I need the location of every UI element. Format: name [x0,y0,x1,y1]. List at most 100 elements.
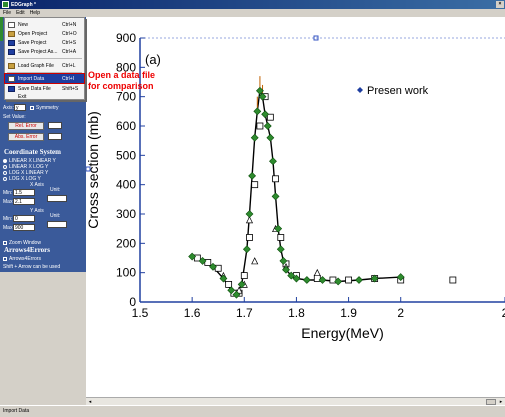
data-point-diamond [279,257,288,265]
menu-item-save-data-file[interactable]: Save Data File Shift+S [5,84,84,93]
rel-error-field[interactable] [48,122,62,129]
data-point-square [277,234,285,241]
x-min-field[interactable]: 1.5 [13,189,35,196]
menu-bar: File Edit Help [0,9,505,17]
y-tick-label: 900 [116,31,136,45]
close-icon[interactable]: × [496,1,504,8]
y-tick-label: 700 [116,90,136,104]
menu-edit[interactable]: Edit [16,10,25,16]
data-point-triangle [313,268,321,277]
app-icon [2,1,9,8]
callout-line-2: for comparison [88,81,154,91]
x-axis-group-label: X Axis [30,182,44,188]
scroll-thumb[interactable] [486,399,496,405]
coord-option-linx-logy[interactable]: LINEAR X LOG Y [3,164,48,170]
menu-item-save-project[interactable]: Save Project Ctrl+S [5,38,84,47]
window-title: EDGraph * [11,1,37,8]
axis-label: Axis: [3,105,14,111]
axis-select[interactable]: y [14,104,26,111]
menu-item-new[interactable]: New Ctrl+N [5,20,84,29]
coord-option-logx-logy[interactable]: LOG X LOG Y [3,176,41,182]
data-point-triangle [235,286,243,294]
y-axis-title: Cross section (mb) [86,111,101,228]
symmetry-check-box[interactable] [30,105,34,110]
arrows-heading: Arrows4Errors [4,246,51,254]
arrows-checkbox[interactable]: Arrows4Errors [3,256,41,262]
data-point-square [251,181,259,189]
radio-icon[interactable] [3,176,7,181]
data-point-diamond [271,192,280,201]
symmetry-checkbox[interactable]: Symmetry [30,105,59,111]
radio-icon[interactable] [3,170,7,175]
x-unit-select[interactable] [47,195,67,202]
data-point-diamond [237,280,246,289]
rel-error-button[interactable]: Rel. Error [8,122,44,130]
plot-area[interactable]: 0 100 200 300 400 500 600 700 800 900 1.5 1.6 1.7 1.8… [85,17,505,397]
scroll-left-icon[interactable]: ◂ [88,399,92,405]
x-unit-label: Unit: [50,187,61,193]
callout-annotation: Open a data file for comparison [88,70,155,92]
menu-item-save-project-as[interactable]: Save Project As... Ctrl+A [5,47,84,56]
data-point-diamond [318,276,327,284]
y-unit-label: Unit: [50,213,61,219]
save-disk-icon [8,85,15,92]
data-point-square [240,272,248,280]
y-max-field[interactable]: 900 [13,224,35,231]
data-point-diamond [282,265,290,274]
arrows-check-box[interactable] [3,256,7,261]
menu-file[interactable]: File [3,10,12,16]
zoom-check-box[interactable] [3,240,7,245]
y-tick-label: 800 [116,60,136,74]
data-point-diamond [261,110,270,119]
legend-marker [357,87,363,93]
data-point-square [246,234,253,241]
x-axis-title: Energy(MeV) [301,325,383,341]
x-max-field[interactable]: 2.1 [13,198,35,205]
new-file-icon [8,21,15,28]
folder-icon [8,62,15,69]
scroll-right-icon[interactable]: ▸ [499,399,503,405]
data-point-diamond [334,277,343,286]
x-tick-label: 1.5 [132,306,149,320]
data-point-diamond [253,107,262,116]
data-point-diamond [274,224,283,233]
data-point-diamond [227,286,236,295]
import-icon [8,75,15,82]
data-point-diamond [258,92,267,101]
radio-icon[interactable] [3,164,7,169]
menu-item-import-data[interactable]: Import Data Ctrl+I [4,73,85,84]
data-point-diamond [302,276,311,284]
y-unit-select[interactable] [47,221,67,228]
data-point-diamond [245,210,254,218]
data-point-square [272,175,279,183]
zoom-window-checkbox[interactable]: Zoom Window [3,240,41,246]
menu-item-exit[interactable]: Exit [18,93,27,100]
y-min-field[interactable]: 0 [13,215,35,222]
data-point-diamond [269,157,277,166]
menu-item-open-project[interactable]: Open Project Ctrl+O [5,29,84,38]
data-point-diamond [355,276,363,284]
data-point-square [256,122,264,130]
file-menu-dropdown: New Ctrl+N Open Project Ctrl+O Save Proj… [4,17,85,100]
legend-entry: Presen work [367,85,429,97]
x-tick-label: 2 [397,306,404,320]
chart-svg: 0 100 200 300 400 500 600 700 800 900 1.5 1.6 1.7 1.8… [85,31,505,341]
abs-error-field[interactable] [48,133,62,140]
x-tick-label: 1.8 [288,306,305,320]
menu-help[interactable]: Help [29,10,40,16]
abs-error-button[interactable]: Abs. Error [8,133,44,141]
y-tick-label: 500 [116,148,136,162]
horizontal-scrollbar[interactable]: ◂ ▸ [86,397,505,405]
coord-option-linx-liny[interactable]: LINEAR X LINEAR Y [3,158,56,164]
data-point-diamond [198,257,207,265]
coord-option-logx-liny[interactable]: LOG X LINEAR Y [3,170,48,176]
menu-item-load-graph-file[interactable]: Load Graph File Ctrl+L [5,61,84,70]
x-tick-label: 1.9 [340,306,357,320]
radio-selected-icon[interactable] [3,158,7,163]
data-point-triangle [245,216,254,224]
data-point-diamond [188,252,197,261]
x-min-label: Min: [3,190,13,196]
y-min-label: Min: [3,216,13,222]
x-tick-label: 2 [502,306,505,320]
